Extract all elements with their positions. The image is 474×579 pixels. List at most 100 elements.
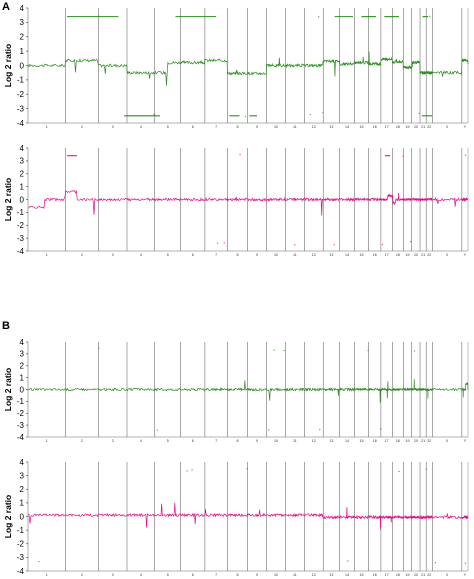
- chromosome-label: 11: [293, 125, 297, 129]
- chromosome-label: 2: [81, 439, 83, 443]
- chromosome-label: 12: [312, 439, 316, 443]
- chromosome-label: 3: [112, 573, 114, 577]
- chromosome-label: Y: [464, 253, 467, 257]
- outlier-point: [294, 244, 296, 246]
- outlier-point: [186, 470, 188, 472]
- chromosome-label: 21: [421, 253, 425, 257]
- chromosome-label: 8: [236, 573, 238, 577]
- chromosome-label: 4: [140, 253, 142, 257]
- outlier-point: [398, 470, 400, 473]
- chromosome-label: 12: [312, 573, 316, 577]
- outlier-point: [368, 15, 370, 18]
- chromosome-label: 8: [236, 439, 238, 443]
- outlier-point: [97, 15, 100, 17]
- chromosome-label: 7: [215, 439, 217, 443]
- log2-ratio-trace: [27, 379, 469, 403]
- y-tick-label: 2: [20, 362, 25, 371]
- chromosome-label: 1: [46, 439, 48, 443]
- chromosome-label: 13: [329, 573, 333, 577]
- panel-label-b: B: [2, 320, 10, 332]
- chromosome-label: 5: [167, 253, 169, 257]
- outlier-point: [322, 111, 324, 114]
- y-tick-label: -2: [17, 540, 25, 549]
- chromosome-label: 19: [406, 573, 410, 577]
- y-tick-label: -2: [17, 409, 25, 418]
- outlier-point: [402, 155, 404, 158]
- outlier-point: [216, 242, 219, 244]
- y-axis-label: Log 2 ratio: [3, 368, 13, 411]
- chromosome-label: 10: [274, 253, 278, 257]
- outlier-point: [153, 113, 155, 116]
- outlier-point: [223, 242, 226, 244]
- outlier-point: [318, 16, 320, 18]
- chromosome-label: Y: [464, 125, 467, 129]
- outlier-point: [191, 469, 193, 471]
- log2-ratio-trace: [27, 502, 469, 530]
- y-tick-label: 3: [20, 157, 25, 166]
- chromosome-label: 17: [385, 439, 389, 443]
- chromosome-label: 5: [167, 125, 169, 129]
- chromosome-label: 18: [396, 253, 400, 257]
- outlier-point: [98, 347, 100, 349]
- chromosome-label: 3: [112, 125, 114, 129]
- outlier-point: [283, 349, 285, 352]
- chromosome-label: 8: [236, 125, 238, 129]
- chromosome-label: 10: [274, 573, 278, 577]
- outlier-point: [409, 240, 412, 243]
- y-tick-label: -4: [17, 433, 25, 442]
- chromosome-label: 22: [427, 573, 431, 577]
- chromosome-label: 14: [345, 573, 349, 577]
- chromosome-label: 15: [360, 253, 364, 257]
- chromosome-label: 17: [385, 125, 389, 129]
- y-axis-label: Log 2 ratio: [3, 495, 13, 538]
- chromosome-label: 7: [215, 573, 217, 577]
- outlier-point: [333, 243, 335, 246]
- chromosome-label: 19: [406, 253, 410, 257]
- chromosome-label: 10: [274, 125, 278, 129]
- y-tick-label: 0: [20, 61, 25, 70]
- chromosome-label: 6: [192, 573, 194, 577]
- y-tick-label: 4: [20, 458, 25, 467]
- chromosome-label: 20: [414, 439, 418, 443]
- y-tick-label: -1: [17, 76, 25, 85]
- panel-label-a: A: [2, 1, 10, 13]
- outlier-point: [267, 429, 270, 431]
- chromosome-label: 22: [427, 439, 431, 443]
- chromosome-label: 12: [312, 125, 316, 129]
- chromosome-label: 14: [345, 253, 349, 257]
- chromosome-label: 16: [373, 253, 377, 257]
- y-tick-label: 3: [20, 350, 25, 359]
- chromosome-label: 21: [421, 573, 425, 577]
- y-tick-label: 1: [20, 499, 25, 508]
- chromosome-label: 3: [112, 439, 114, 443]
- y-tick-label: 0: [20, 195, 25, 204]
- outlier-point: [413, 350, 416, 352]
- chromosome-label: 15: [360, 439, 364, 443]
- chromosome-label: 8: [236, 253, 238, 257]
- y-axis-label: Log 2 ratio: [3, 44, 13, 87]
- chromosome-label: 19: [406, 439, 410, 443]
- y-tick-label: -2: [17, 221, 25, 230]
- y-tick-label: 1: [20, 47, 25, 56]
- y-tick-label: -4: [17, 119, 25, 128]
- y-tick-label: -3: [17, 234, 25, 243]
- y-tick-label: 1: [20, 182, 25, 191]
- chromosome-label: 9: [256, 573, 258, 577]
- chromosome-label: 15: [360, 573, 364, 577]
- outlier-point: [347, 560, 349, 562]
- chromosome-label: 17: [385, 573, 389, 577]
- y-tick-label: 0: [20, 512, 25, 521]
- outlier-point: [464, 154, 467, 156]
- outlier-point: [246, 468, 248, 470]
- chromosome-label: 6: [192, 253, 194, 257]
- chromosome-label: X: [446, 439, 449, 443]
- chromosome-label: X: [446, 253, 449, 257]
- y-tick-label: 2: [20, 485, 25, 494]
- y-tick-label: -3: [17, 553, 25, 562]
- chromosome-label: 15: [360, 125, 364, 129]
- outlier-point: [464, 562, 467, 564]
- chromosome-label: 14: [345, 125, 349, 129]
- log2-ratio-trace: [27, 51, 469, 86]
